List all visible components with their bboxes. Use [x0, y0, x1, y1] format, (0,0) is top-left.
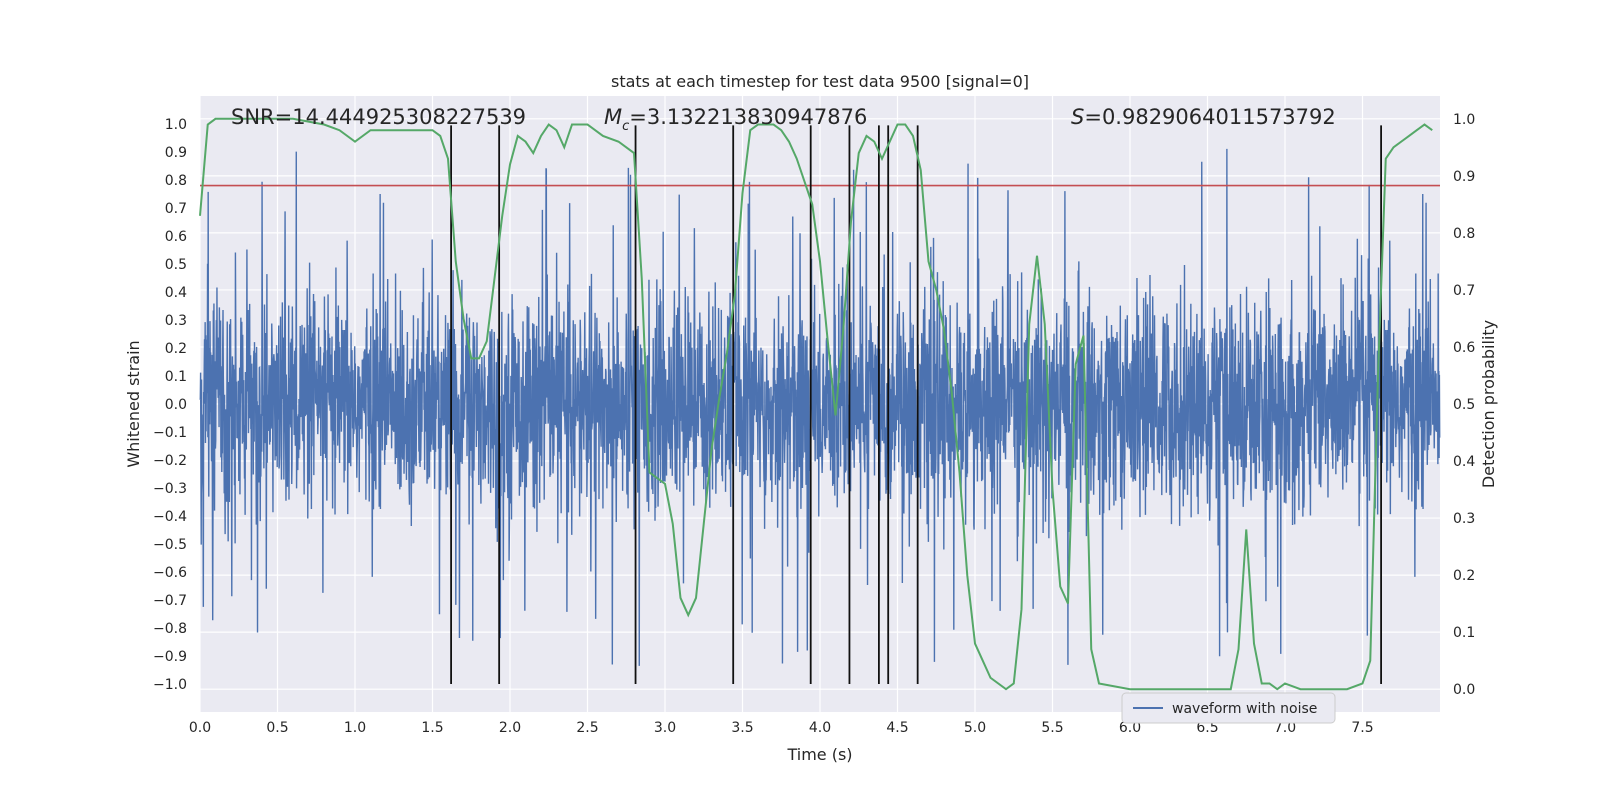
y-tick-label: 0.0 — [165, 397, 187, 413]
y-tick-label: 0.7 — [165, 201, 187, 217]
y2-tick-label: 1.0 — [1453, 112, 1475, 128]
y-tick-label: 0.9 — [165, 145, 187, 161]
overlay-lines — [199, 117, 1440, 691]
legend-box — [1121, 692, 1336, 724]
legend: waveform with noise — [1121, 692, 1336, 724]
s-symbol: S — [1071, 105, 1084, 129]
x-tick-label: 0.5 — [266, 720, 288, 736]
detection-probability-line — [199, 117, 1433, 691]
x-tick-label: 7.5 — [1351, 720, 1373, 736]
x-tick-label: 7.0 — [1274, 720, 1296, 736]
x-axis-label: Time (s) — [786, 745, 852, 764]
y-tick-label: −0.4 — [153, 509, 187, 525]
plot-series — [199, 148, 1441, 666]
y-tick-label: −0.6 — [153, 565, 187, 581]
s-value: =0.9829064011573792 — [1084, 105, 1335, 129]
y2-tick-label: 0.9 — [1453, 169, 1475, 185]
y2-tick-label: 0.0 — [1453, 682, 1475, 698]
x-tick-label: 4.5 — [886, 720, 908, 736]
y-tick-label: 0.4 — [165, 285, 187, 301]
y-tick-label: 0.6 — [165, 229, 187, 245]
x-tick-label: 4.0 — [809, 720, 831, 736]
x-tick-label: 2.0 — [499, 720, 521, 736]
x-tick-label: 1.5 — [421, 720, 443, 736]
y-tick-label: −0.9 — [153, 649, 187, 665]
x-tick-label: 1.0 — [344, 720, 366, 736]
x-tick-label: 5.5 — [1041, 720, 1063, 736]
mc-subscript: c — [622, 119, 629, 134]
x-tick-label: 6.5 — [1196, 720, 1218, 736]
y-axis-label: Whitened strain — [124, 340, 143, 467]
y-tick-label: −0.7 — [153, 593, 187, 609]
tick-labels: 0.0 0.5 1.0 1.5 2.0 2.5 3.0 3.5 4.0 4.5 5.0 5.5 6.0 6… — [153, 112, 1475, 736]
y2-tick-label: 0.5 — [1453, 397, 1475, 413]
chart-title: stats at each timestep for test data 950… — [611, 72, 1029, 91]
y2-tick-label: 0.1 — [1453, 625, 1475, 641]
x-tick-label: 2.5 — [576, 720, 598, 736]
y-tick-label: 0.1 — [165, 369, 187, 385]
y-tick-label: 0.8 — [165, 173, 187, 189]
mc-value: =3.132213830947876 — [629, 105, 867, 129]
x-tick-label: 3.5 — [731, 720, 753, 736]
y-tick-label: −0.5 — [153, 537, 187, 553]
x-tick-label: 3.0 — [654, 720, 676, 736]
y-tick-label: −0.8 — [153, 621, 187, 637]
legend-label: waveform with noise — [1172, 701, 1317, 717]
y2-tick-label: 0.4 — [1453, 454, 1475, 470]
y2-tick-label: 0.3 — [1453, 511, 1475, 527]
x-tick-label: 5.0 — [964, 720, 986, 736]
y-tick-label: −0.2 — [153, 453, 187, 469]
y-tick-label: −0.1 — [153, 425, 187, 441]
x-tick-label: 6.0 — [1119, 720, 1141, 736]
y2-axis-label: Detection probability — [1479, 320, 1498, 488]
waveform-line — [199, 148, 1441, 666]
snr-annotation: SNR=14.444925308227539 — [231, 105, 526, 129]
x-tick-label: 0.0 — [189, 720, 211, 736]
y-tick-label: 0.3 — [165, 313, 187, 329]
y2-tick-label: 0.8 — [1453, 226, 1475, 242]
y-tick-label: −0.3 — [153, 481, 187, 497]
y2-tick-label: 0.2 — [1453, 568, 1475, 584]
mc-annotation: Mc=3.132213830947876 — [604, 105, 867, 134]
y-tick-label: 0.5 — [165, 257, 187, 273]
y2-tick-label: 0.7 — [1453, 283, 1475, 299]
mc-symbol: M — [604, 105, 622, 129]
y-tick-label: 0.2 — [165, 341, 187, 357]
y-tick-label: 1.0 — [165, 117, 187, 133]
s-annotation: S=0.9829064011573792 — [1071, 105, 1336, 129]
y-tick-label: −1.0 — [153, 677, 187, 693]
y2-tick-label: 0.6 — [1453, 340, 1475, 356]
